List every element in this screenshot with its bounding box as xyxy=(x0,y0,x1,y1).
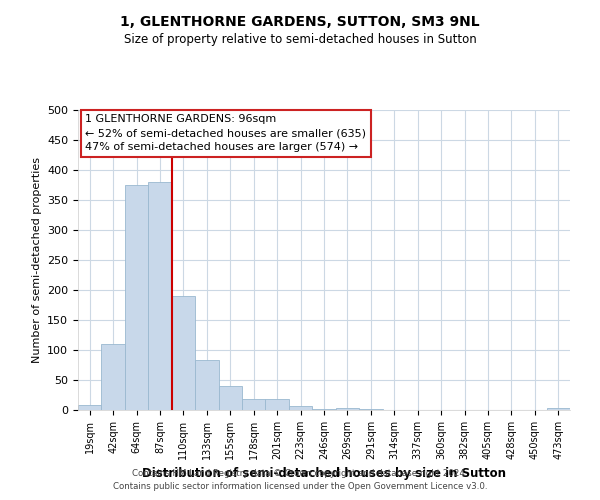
Bar xyxy=(289,406,312,410)
Bar xyxy=(101,344,125,410)
Bar xyxy=(312,409,336,410)
Text: Size of property relative to semi-detached houses in Sutton: Size of property relative to semi-detach… xyxy=(124,32,476,46)
Text: 1 GLENTHORNE GARDENS: 96sqm
← 52% of semi-detached houses are smaller (635)
47% : 1 GLENTHORNE GARDENS: 96sqm ← 52% of sem… xyxy=(85,114,367,152)
Bar xyxy=(195,360,218,410)
Text: Contains public sector information licensed under the Open Government Licence v3: Contains public sector information licen… xyxy=(113,482,487,491)
Bar xyxy=(336,408,359,410)
X-axis label: Distribution of semi-detached houses by size in Sutton: Distribution of semi-detached houses by … xyxy=(142,468,506,480)
Bar xyxy=(265,399,289,410)
Text: Contains HM Land Registry data © Crown copyright and database right 2024.: Contains HM Land Registry data © Crown c… xyxy=(132,468,468,477)
Bar xyxy=(218,386,242,410)
Bar xyxy=(242,399,265,410)
Bar xyxy=(547,408,570,410)
Bar xyxy=(148,182,172,410)
Text: 1, GLENTHORNE GARDENS, SUTTON, SM3 9NL: 1, GLENTHORNE GARDENS, SUTTON, SM3 9NL xyxy=(120,15,480,29)
Bar xyxy=(172,296,195,410)
Bar xyxy=(125,185,148,410)
Bar xyxy=(78,405,101,410)
Y-axis label: Number of semi-detached properties: Number of semi-detached properties xyxy=(32,157,41,363)
